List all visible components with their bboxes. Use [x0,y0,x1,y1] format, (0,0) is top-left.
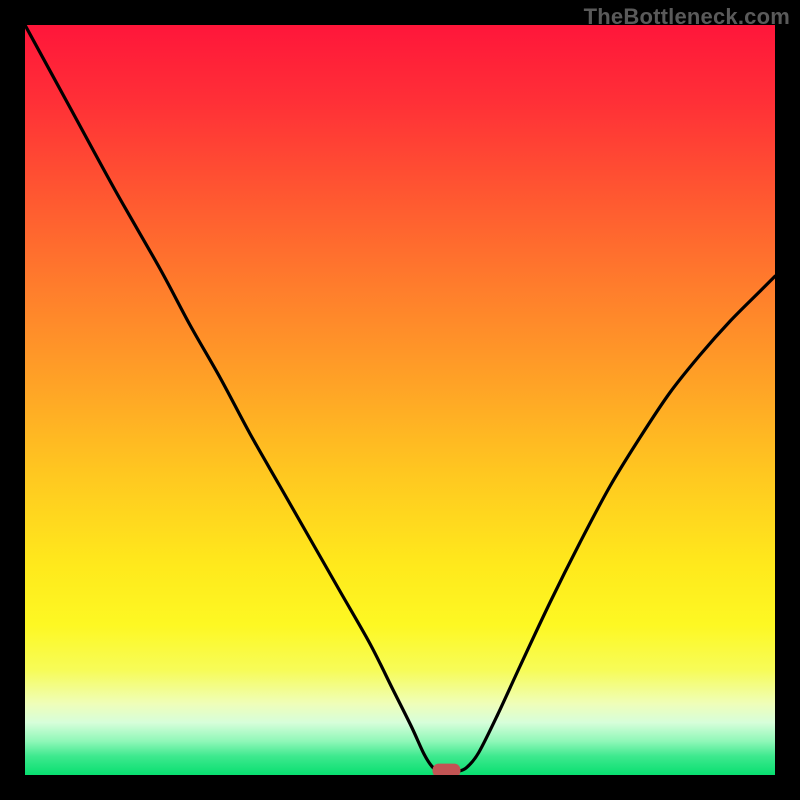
optimal-marker [433,764,460,775]
gradient-background [25,25,775,775]
bottleneck-curve-chart [25,25,775,775]
plot-area [25,25,775,775]
chart-container: TheBottleneck.com [0,0,800,800]
